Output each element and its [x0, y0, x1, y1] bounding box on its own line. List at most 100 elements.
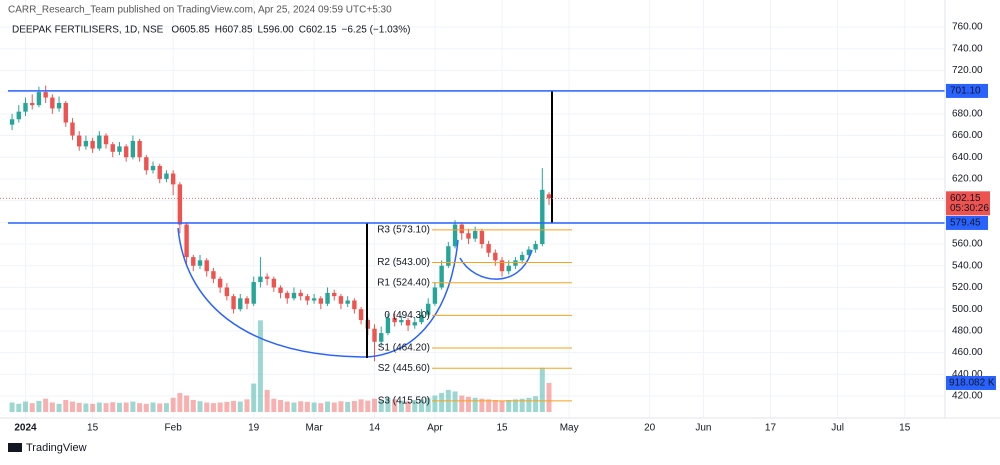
overlays: R3 (573.10) R2 (543.00) R1 (524.40) 0 (494.…	[0, 90, 945, 407]
countdown-label: 05:30:26	[950, 203, 989, 214]
candle-body	[50, 97, 55, 109]
axes: 420.00 440.00 460.00 480.00 500.00 520.00 540.…	[14, 22, 996, 434]
candle-body	[419, 314, 424, 323]
candle-body	[472, 231, 478, 239]
candle-body	[271, 278, 277, 288]
y-tick-label: 460.00	[952, 347, 983, 358]
candle-body	[459, 224, 464, 234]
legend-key: O	[171, 25, 179, 36]
volume-bar	[459, 395, 465, 412]
y-tick-label: 680.00	[952, 108, 983, 119]
volume-bar	[311, 402, 317, 412]
volume-bar	[90, 403, 96, 412]
volume-bar	[116, 402, 122, 412]
pivot-label: 0 (494.30)	[384, 310, 430, 321]
volume-bar	[385, 397, 391, 412]
volume-pane	[9, 320, 552, 412]
x-tick-label: 15	[496, 423, 508, 434]
pivot-label: R2 (543.00)	[377, 257, 430, 268]
volume-bar	[63, 399, 69, 412]
volume-bar	[345, 401, 351, 412]
price-tag	[946, 83, 988, 98]
volume-bar	[486, 399, 492, 412]
legend-key: H	[215, 25, 222, 36]
candle-body	[352, 300, 357, 310]
volume-bar	[398, 400, 404, 412]
candle-body	[211, 271, 216, 279]
volume-bar	[29, 403, 35, 412]
volume-bar	[143, 403, 149, 412]
candle-body	[318, 298, 324, 304]
volume-bar	[325, 401, 331, 412]
legend-change: −6.25 (−1.03%)	[342, 25, 411, 36]
y-tick-label: 740.00	[952, 43, 983, 54]
candle-body	[278, 287, 283, 293]
candle-body	[224, 287, 230, 297]
candle-body	[204, 260, 209, 272]
candle-body	[238, 298, 243, 310]
x-tick-label: Jul	[831, 423, 844, 434]
volume-bar	[83, 403, 89, 412]
candle-body	[493, 252, 498, 261]
volume-bar	[526, 397, 532, 412]
volume-bar	[76, 402, 82, 412]
candle-body	[479, 231, 485, 245]
candle-body	[76, 135, 82, 147]
volume-bar	[49, 402, 55, 412]
candle-body	[546, 194, 552, 199]
volume-bar	[110, 402, 116, 412]
volume-bar	[278, 399, 284, 412]
pivot-label: S3 (415.50)	[378, 396, 430, 407]
candle-body	[170, 173, 176, 185]
volume-bar	[546, 382, 552, 412]
legend-value: 607.85	[222, 25, 253, 36]
candle-body	[177, 184, 183, 225]
candle-body	[432, 287, 438, 304]
candle-body	[110, 144, 115, 152]
volume-bar	[210, 403, 216, 412]
candle-body	[405, 320, 411, 326]
volume-bar	[291, 402, 297, 412]
volume-bar	[372, 398, 378, 412]
candle-body	[338, 296, 344, 304]
candle-body	[231, 296, 236, 310]
price-tag-label: 579.45	[950, 218, 981, 229]
candle-body	[345, 300, 350, 304]
volume-bar	[512, 399, 518, 412]
volume-bar	[284, 401, 290, 412]
pivot-label: S1 (464.20)	[378, 343, 430, 354]
y-tick-label: 720.00	[952, 65, 983, 76]
volume-bar	[190, 399, 196, 412]
volume-bar	[412, 399, 418, 412]
candle-body	[519, 254, 525, 261]
candle-body	[130, 140, 136, 158]
y-tick-label: 560.00	[952, 239, 983, 250]
x-tick-label: Mar	[305, 423, 323, 434]
candle-body	[325, 292, 330, 304]
y-tick-label: 440.00	[952, 369, 983, 380]
volume-bar	[318, 403, 324, 412]
candle-body	[392, 317, 397, 323]
candle-body	[264, 276, 270, 279]
candle-body	[452, 224, 458, 247]
y-tick-label: 640.00	[952, 152, 983, 163]
y-tick-label: 480.00	[952, 326, 983, 337]
volume-bar	[506, 399, 512, 412]
volume-bar	[244, 399, 250, 412]
volume-bar	[425, 397, 431, 412]
x-tick-label: 15	[899, 423, 911, 434]
x-tick-label: 2024	[14, 423, 37, 434]
volume-bar	[465, 396, 471, 412]
candle-body	[43, 92, 48, 98]
volume-bar	[432, 395, 438, 412]
volume-bar	[472, 397, 478, 412]
volume-bar	[103, 403, 109, 412]
candle-body	[332, 292, 337, 297]
candle-body	[9, 119, 15, 125]
candle-body	[291, 292, 297, 299]
x-tick-label: Jun	[695, 423, 711, 434]
volume-bar	[9, 402, 15, 412]
volume-bar	[170, 397, 176, 412]
volume-bar	[358, 399, 364, 412]
volume-bar	[157, 403, 163, 412]
